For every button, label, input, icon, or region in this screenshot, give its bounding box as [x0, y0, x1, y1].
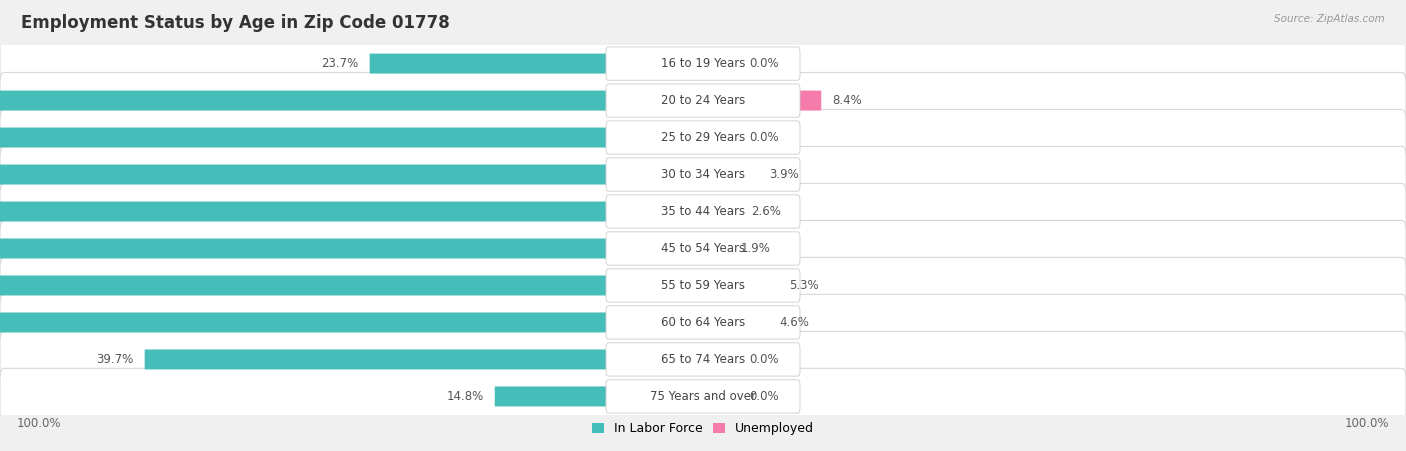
Text: 55 to 59 Years: 55 to 59 Years [661, 279, 745, 292]
FancyBboxPatch shape [0, 184, 1406, 239]
FancyBboxPatch shape [703, 165, 758, 184]
FancyBboxPatch shape [606, 232, 800, 265]
FancyBboxPatch shape [703, 387, 738, 406]
FancyBboxPatch shape [0, 202, 703, 221]
FancyBboxPatch shape [703, 239, 730, 258]
Text: 3.9%: 3.9% [769, 168, 799, 181]
Text: 35 to 44 Years: 35 to 44 Years [661, 205, 745, 218]
Text: 45 to 54 Years: 45 to 54 Years [661, 242, 745, 255]
FancyBboxPatch shape [0, 239, 703, 258]
Text: 30 to 34 Years: 30 to 34 Years [661, 168, 745, 181]
FancyBboxPatch shape [606, 121, 800, 154]
Text: 75 Years and over: 75 Years and over [650, 390, 756, 403]
FancyBboxPatch shape [703, 128, 738, 147]
FancyBboxPatch shape [0, 258, 1406, 313]
FancyBboxPatch shape [703, 313, 768, 332]
Text: 39.7%: 39.7% [97, 353, 134, 366]
FancyBboxPatch shape [606, 47, 800, 80]
FancyBboxPatch shape [0, 147, 1406, 202]
Text: 16 to 19 Years: 16 to 19 Years [661, 57, 745, 70]
FancyBboxPatch shape [703, 276, 778, 295]
Text: 65 to 74 Years: 65 to 74 Years [661, 353, 745, 366]
Text: 0.0%: 0.0% [749, 57, 779, 70]
Text: 4.6%: 4.6% [779, 316, 808, 329]
Text: 100.0%: 100.0% [17, 418, 62, 430]
FancyBboxPatch shape [606, 158, 800, 191]
Text: 8.4%: 8.4% [832, 94, 862, 107]
FancyBboxPatch shape [495, 387, 703, 406]
FancyBboxPatch shape [370, 54, 703, 74]
Text: 100.0%: 100.0% [1344, 418, 1389, 430]
Text: 0.0%: 0.0% [749, 390, 779, 403]
Text: Employment Status by Age in Zip Code 01778: Employment Status by Age in Zip Code 017… [21, 14, 450, 32]
Text: 60 to 64 Years: 60 to 64 Years [661, 316, 745, 329]
Text: 25 to 29 Years: 25 to 29 Years [661, 131, 745, 144]
FancyBboxPatch shape [0, 221, 1406, 276]
FancyBboxPatch shape [0, 73, 1406, 129]
Text: 2.6%: 2.6% [751, 205, 780, 218]
FancyBboxPatch shape [0, 165, 703, 184]
FancyBboxPatch shape [606, 343, 800, 376]
FancyBboxPatch shape [606, 269, 800, 302]
FancyBboxPatch shape [606, 306, 800, 339]
FancyBboxPatch shape [0, 128, 703, 147]
Text: 20 to 24 Years: 20 to 24 Years [661, 94, 745, 107]
FancyBboxPatch shape [703, 350, 738, 369]
FancyBboxPatch shape [0, 331, 1406, 387]
Text: 0.0%: 0.0% [749, 131, 779, 144]
FancyBboxPatch shape [606, 195, 800, 228]
FancyBboxPatch shape [0, 276, 703, 295]
Text: 23.7%: 23.7% [322, 57, 359, 70]
Text: Source: ZipAtlas.com: Source: ZipAtlas.com [1274, 14, 1385, 23]
FancyBboxPatch shape [703, 91, 821, 110]
FancyBboxPatch shape [606, 84, 800, 117]
FancyBboxPatch shape [703, 54, 738, 74]
FancyBboxPatch shape [606, 380, 800, 413]
Text: 0.0%: 0.0% [749, 353, 779, 366]
Text: 14.8%: 14.8% [447, 390, 484, 403]
FancyBboxPatch shape [0, 110, 1406, 166]
FancyBboxPatch shape [703, 202, 740, 221]
Text: 5.3%: 5.3% [789, 279, 818, 292]
FancyBboxPatch shape [0, 368, 1406, 424]
FancyBboxPatch shape [0, 313, 703, 332]
Text: 1.9%: 1.9% [741, 242, 770, 255]
FancyBboxPatch shape [145, 350, 703, 369]
Legend: In Labor Force, Unemployed: In Labor Force, Unemployed [586, 417, 820, 440]
FancyBboxPatch shape [0, 295, 1406, 350]
FancyBboxPatch shape [0, 36, 1406, 92]
FancyBboxPatch shape [0, 91, 703, 110]
